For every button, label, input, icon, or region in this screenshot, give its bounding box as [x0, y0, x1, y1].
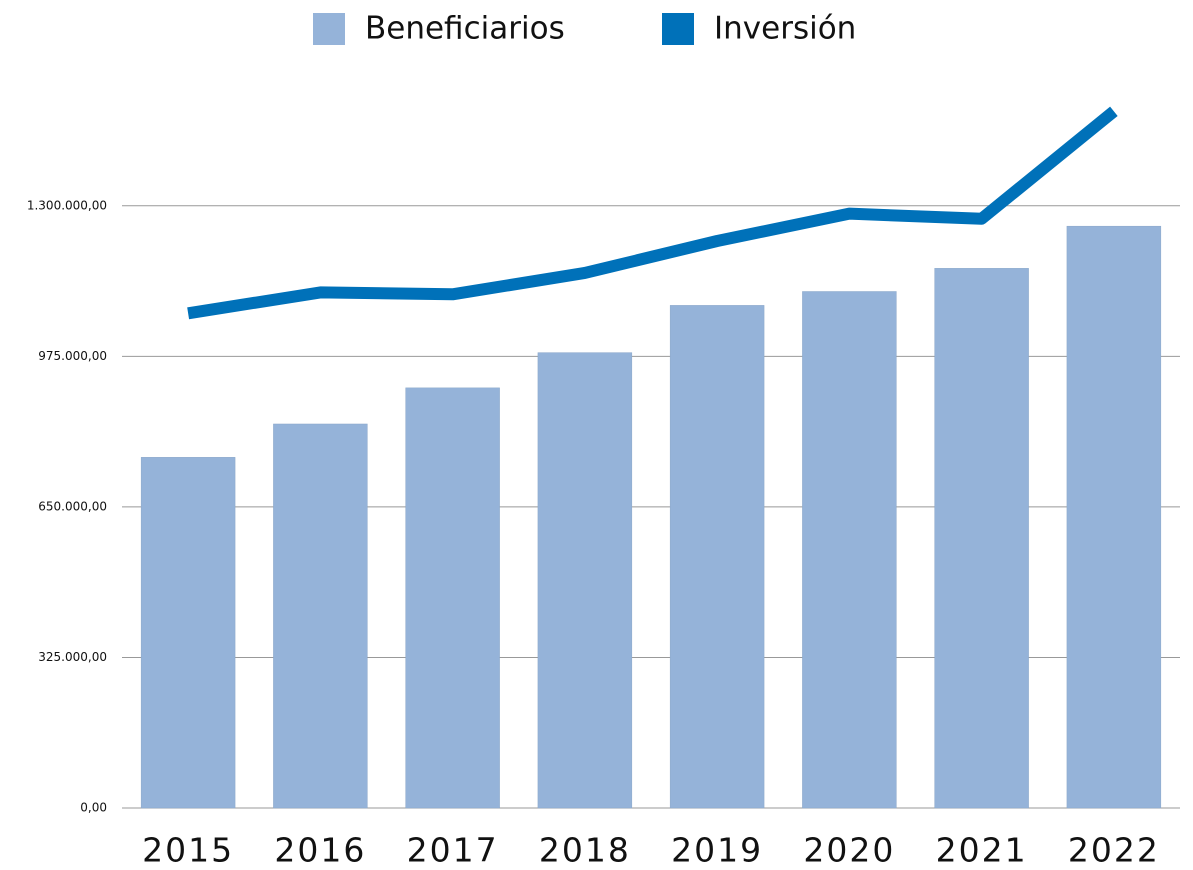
bar — [934, 268, 1029, 809]
bar — [1066, 225, 1162, 809]
x-tick-label: 2018 — [539, 831, 631, 870]
x-tick-label: 2022 — [1068, 831, 1160, 870]
x-tick-label: 2020 — [803, 831, 895, 870]
line — [187, 106, 1118, 320]
x-tick-label: 2017 — [407, 831, 499, 870]
legend-swatch — [313, 13, 345, 45]
legend-label: Inversión — [714, 11, 856, 47]
y-tick-label: 975.000,00 — [38, 349, 107, 363]
bar — [537, 352, 633, 809]
x-tick-label: 2015 — [142, 831, 234, 870]
y-tick-label: 0,00 — [80, 801, 107, 815]
bar — [140, 457, 236, 809]
bar — [273, 423, 368, 809]
y-tick-label: 325.000,00 — [38, 650, 107, 664]
x-tick-label: 2016 — [274, 831, 366, 870]
y-tick-label: 1.300.000,00 — [27, 198, 107, 212]
x-tick-label: 2019 — [671, 831, 763, 870]
legend-label: Beneficiarios — [365, 11, 565, 47]
y-tick-label: 650.000,00 — [38, 499, 107, 513]
legend-swatch — [662, 13, 694, 45]
bar — [802, 291, 897, 809]
bar — [405, 387, 500, 809]
x-tick-label: 2021 — [936, 831, 1028, 870]
bar — [669, 305, 765, 809]
